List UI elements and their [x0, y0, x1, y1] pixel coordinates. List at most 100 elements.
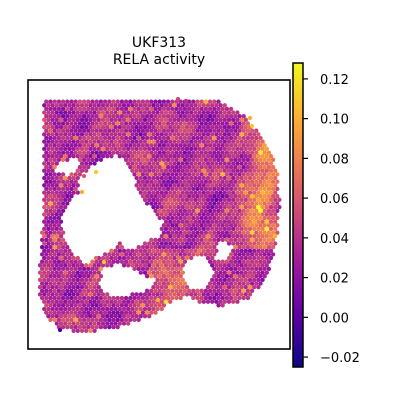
spot — [214, 197, 219, 202]
spot — [170, 252, 175, 257]
spot — [54, 197, 59, 202]
spot — [77, 128, 83, 133]
plot-frame — [27, 79, 291, 350]
spot — [252, 241, 257, 246]
spot — [245, 230, 251, 235]
spot — [109, 146, 114, 152]
spot — [115, 310, 120, 315]
spot — [161, 186, 167, 192]
spot — [90, 128, 95, 133]
spot — [239, 183, 244, 188]
spot — [54, 284, 59, 290]
spot — [218, 146, 223, 152]
spot — [254, 135, 259, 141]
spot — [189, 124, 194, 130]
spot — [231, 117, 236, 122]
spot — [235, 110, 240, 115]
spot — [50, 277, 55, 283]
spot — [79, 263, 85, 268]
spot — [67, 117, 72, 122]
spot — [252, 270, 257, 275]
spot — [102, 99, 108, 104]
spot — [252, 168, 257, 173]
spot — [241, 114, 246, 119]
spot — [63, 248, 68, 253]
spot — [168, 154, 173, 159]
spot — [235, 248, 240, 253]
spot — [176, 197, 181, 202]
spot — [243, 263, 248, 268]
spot — [222, 197, 227, 202]
spot — [69, 274, 74, 279]
spot — [58, 175, 64, 181]
spot — [197, 110, 202, 115]
spot — [109, 124, 114, 130]
spot — [176, 270, 181, 275]
spot — [44, 121, 49, 126]
spot — [195, 237, 200, 243]
spot — [142, 190, 148, 195]
spot — [241, 208, 246, 213]
spot — [186, 135, 192, 141]
spot — [247, 115, 253, 121]
spot — [212, 164, 217, 170]
spot — [193, 197, 198, 202]
spot — [56, 266, 62, 272]
spot — [132, 310, 137, 315]
spot — [123, 252, 129, 257]
spot — [52, 121, 57, 126]
spot — [212, 186, 217, 192]
spot — [71, 110, 76, 115]
spot — [203, 252, 209, 257]
spot — [216, 99, 221, 104]
spot — [94, 310, 99, 315]
spot — [128, 157, 133, 162]
spot — [210, 255, 215, 261]
spot — [264, 146, 269, 152]
spot — [65, 114, 70, 119]
spot — [224, 223, 230, 228]
spot — [165, 230, 171, 235]
spot — [258, 186, 263, 192]
spot — [155, 110, 160, 115]
spot — [111, 114, 116, 119]
spot — [212, 172, 217, 177]
spot — [75, 139, 80, 144]
spot — [218, 175, 223, 181]
spot — [172, 284, 177, 290]
spot — [126, 146, 131, 152]
spot — [207, 194, 213, 199]
spot — [180, 110, 185, 115]
spot — [65, 99, 70, 104]
spot — [247, 234, 253, 239]
spot — [126, 161, 131, 166]
spot — [44, 281, 49, 286]
spot — [54, 263, 59, 268]
spot — [149, 106, 154, 112]
spot — [256, 284, 261, 290]
spot — [254, 274, 259, 279]
spot — [50, 226, 55, 232]
spot — [63, 277, 68, 283]
spot — [37, 263, 43, 268]
spot — [157, 164, 162, 170]
colorbar-ticks: −0.020.000.020.040.060.080.100.12 — [303, 73, 360, 366]
spot — [44, 310, 49, 315]
spot — [44, 172, 49, 177]
spot — [96, 321, 101, 326]
spot — [214, 168, 219, 173]
spot — [48, 179, 53, 184]
spot — [256, 146, 261, 152]
spot — [224, 143, 230, 148]
spot — [262, 208, 267, 213]
spot — [105, 110, 110, 115]
spot — [147, 110, 152, 115]
spot — [182, 128, 188, 133]
spot — [159, 110, 164, 115]
spot — [84, 103, 89, 108]
spot — [115, 324, 120, 330]
spot — [163, 204, 169, 210]
spot — [212, 274, 217, 279]
spot — [100, 124, 106, 130]
spot — [235, 277, 240, 283]
